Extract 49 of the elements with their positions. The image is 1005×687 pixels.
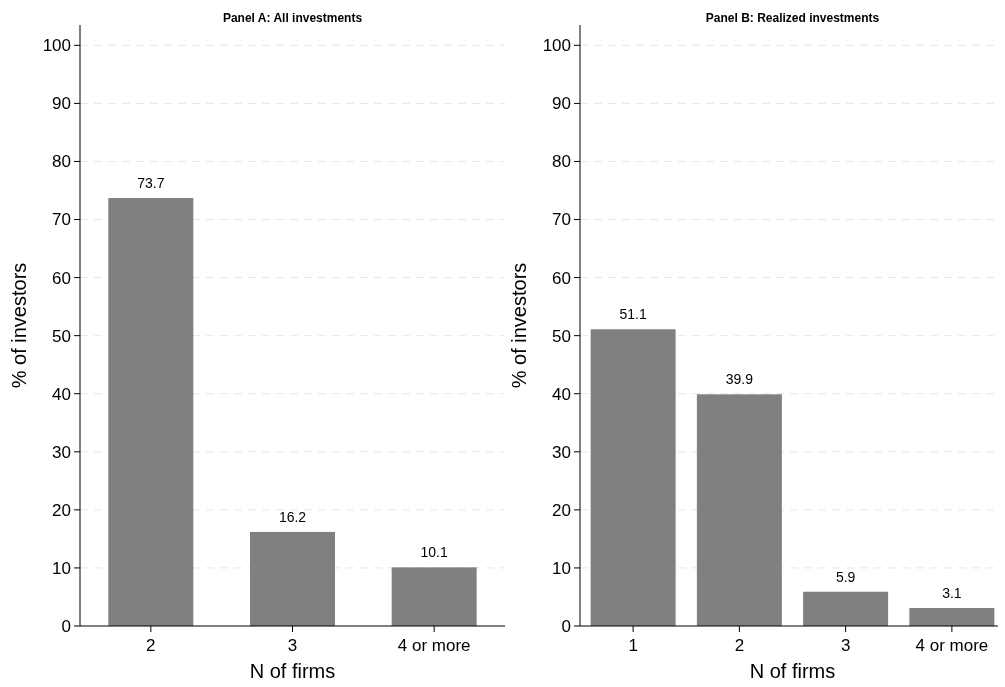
y-tick-label: 40 [552, 384, 571, 404]
y-tick-label: 80 [52, 152, 71, 172]
x-tick-label: 4 or more [915, 636, 989, 655]
data-label: 51.1 [619, 306, 647, 323]
bar [250, 531, 335, 626]
y-tick-label: 20 [552, 500, 571, 520]
bar [108, 198, 194, 626]
y-tick-label: 40 [52, 384, 71, 404]
data-label: 3.1 [942, 585, 962, 601]
x-tick-label: 4 or more [397, 636, 471, 655]
y-tick-label: 30 [552, 442, 571, 462]
y-tick-label: 30 [52, 442, 71, 462]
y-tick-label: 70 [552, 210, 571, 230]
y-tick-label: 50 [552, 326, 571, 346]
data-label: 16.2 [278, 508, 307, 525]
y-tick-label: 100 [542, 36, 571, 56]
chart-title: Panel A: All investments [222, 11, 363, 25]
y-tick-label: 100 [42, 36, 71, 56]
y-axis-title: % of investors [8, 262, 30, 389]
x-tick-label: 1 [628, 636, 638, 655]
x-tick-label: 2 [146, 636, 156, 655]
data-label: 39.9 [725, 371, 754, 388]
x-tick-label: 3 [840, 636, 851, 655]
y-tick-label: 60 [52, 268, 71, 288]
y-tick-label: 60 [552, 268, 571, 288]
y-tick-label: 0 [561, 616, 571, 636]
bar [590, 329, 676, 626]
bar [909, 608, 995, 626]
x-axis-title: N of firms [249, 660, 336, 682]
bar [803, 591, 889, 626]
y-tick-label: 90 [552, 94, 571, 114]
x-tick-label: 3 [287, 636, 298, 655]
bar [391, 567, 477, 626]
y-tick-label: 90 [52, 94, 71, 114]
y-tick-label: 70 [52, 210, 71, 230]
bar [696, 394, 782, 626]
data-label: 10.1 [420, 544, 448, 561]
y-tick-label: 10 [552, 558, 571, 578]
y-tick-label: 20 [52, 500, 71, 520]
chart-title: Panel B: Realized investments [705, 11, 880, 25]
y-tick-label: 50 [52, 326, 71, 346]
x-tick-label: 2 [734, 636, 745, 655]
data-label: 73.7 [137, 175, 165, 192]
y-tick-label: 80 [552, 152, 571, 172]
x-axis-title: N of firms [749, 660, 836, 682]
y-tick-label: 0 [61, 616, 71, 636]
y-tick-label: 10 [52, 558, 71, 578]
y-axis-title: % of investors [508, 262, 530, 389]
data-label: 5.9 [835, 568, 856, 585]
